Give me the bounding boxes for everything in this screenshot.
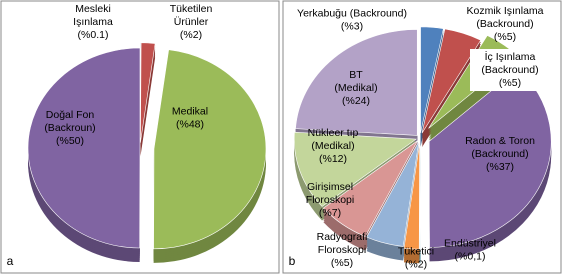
slice-label: Tüketici <box>398 245 434 257</box>
panel-label: b <box>289 254 296 268</box>
slice-label: İç Işınlama <box>485 50 536 63</box>
slice-label: Ürünler <box>174 16 209 28</box>
label-background <box>470 49 550 91</box>
slice-label: Floroskopi <box>306 194 354 206</box>
slice <box>420 26 444 133</box>
slice <box>428 68 552 248</box>
slice-label: (Backround) <box>481 64 538 76</box>
slice <box>366 141 420 247</box>
value-label: (%50) <box>56 135 84 147</box>
slice-label: Yerkabuğu (Backround) <box>297 7 407 19</box>
value-label: (%7) <box>319 207 341 219</box>
value-label: (%24) <box>342 95 370 107</box>
slice-label: Kozmik Işınlama <box>466 5 543 17</box>
value-label: (%2) <box>405 258 427 270</box>
slice-label: (Medikal) <box>311 140 354 152</box>
slice-label: (Backroun) <box>44 122 95 134</box>
slice <box>27 47 141 249</box>
slice <box>295 29 418 136</box>
slice <box>419 143 421 250</box>
slice-label: Girişimsel <box>307 181 353 193</box>
value-label: (%0.1) <box>78 29 109 41</box>
slice-label: Radyografi <box>317 231 368 243</box>
slice-label: BT <box>349 69 363 81</box>
slice-label: Radon & Toron <box>465 135 535 147</box>
panel-label: a <box>7 254 14 268</box>
slice-label: (Medikal) <box>334 82 377 94</box>
value-label: (%3) <box>341 20 363 32</box>
value-label: (%5) <box>331 257 353 269</box>
slice-label: (Backround) <box>471 148 528 160</box>
slice <box>153 49 267 250</box>
value-label: (%2) <box>180 29 202 41</box>
slice-label: Işınlama <box>73 16 113 28</box>
slice <box>140 42 156 143</box>
slice-label: Endüstriyel <box>444 237 496 249</box>
value-label: (%37) <box>486 161 514 173</box>
slice-label: Nükleer tıp <box>308 127 359 139</box>
slice <box>403 143 420 250</box>
value-label: (%12) <box>319 153 347 165</box>
slice-label: Doğal Fon <box>46 109 95 121</box>
value-label: (%5) <box>499 77 521 89</box>
value-label: (%5) <box>494 31 516 43</box>
value-label: (%0,1) <box>455 250 486 262</box>
slice-label: Tüketilen <box>170 3 213 15</box>
slice-label: (Backround) <box>476 18 533 30</box>
slice-label: Medikal <box>172 105 208 117</box>
slice <box>421 28 482 134</box>
value-label: (%48) <box>176 118 204 130</box>
slice <box>322 140 418 237</box>
slice-label: Floroskopi <box>318 244 366 256</box>
slice <box>293 131 418 207</box>
slice-label: Mesleki <box>75 3 111 15</box>
